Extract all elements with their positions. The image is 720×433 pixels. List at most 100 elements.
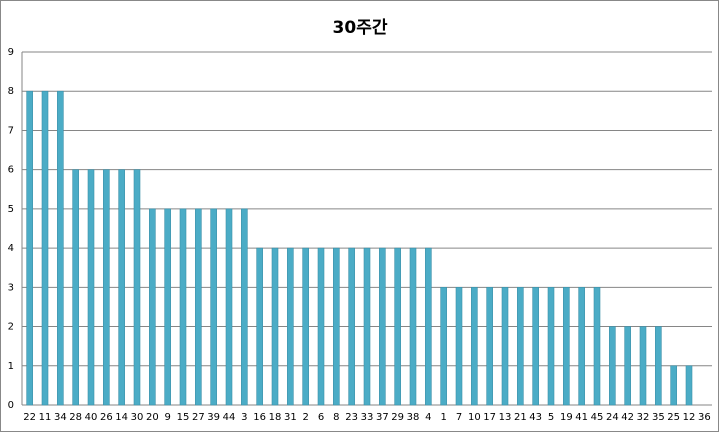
bar: [271, 247, 279, 406]
y-tick-label: 0: [8, 400, 14, 411]
x-tick-label: 8: [333, 412, 339, 423]
bar: [547, 287, 555, 406]
bar: [609, 326, 616, 406]
x-tick-label: 34: [54, 412, 67, 423]
y-tick-label: 1: [8, 361, 14, 372]
y-tick-label: 3: [8, 282, 14, 293]
bar: [317, 247, 325, 406]
bar: [241, 208, 248, 406]
x-tick-label: 23: [345, 412, 358, 423]
bar: [394, 247, 401, 406]
bar: [348, 247, 355, 406]
bar: [302, 247, 309, 406]
bar: [41, 90, 49, 406]
bar: [379, 247, 386, 406]
bar: [440, 287, 447, 406]
bar: [670, 365, 677, 406]
x-tick-label: 42: [621, 412, 634, 423]
x-tick-label: 6: [318, 412, 324, 423]
bar: [532, 287, 539, 406]
x-tick-label: 30: [131, 412, 144, 423]
x-tick-label: 32: [637, 412, 650, 423]
bar: [333, 247, 340, 406]
x-tick-label: 38: [407, 412, 420, 423]
x-tick-label: 3: [241, 412, 247, 423]
x-tick-label: 16: [253, 412, 266, 423]
bar: [179, 208, 187, 406]
bar: [363, 247, 371, 406]
x-tick-label: 39: [207, 412, 220, 423]
x-tick-label: 9: [164, 412, 170, 423]
x-tick-label: 44: [223, 412, 236, 423]
x-tick-label: 24: [606, 412, 619, 423]
x-tick-label: 5: [548, 412, 554, 423]
bar: [563, 287, 570, 406]
x-tick-label: 15: [177, 412, 190, 423]
bar: [486, 287, 493, 406]
bar: [425, 247, 432, 406]
chart-title: 30주간: [333, 18, 388, 38]
bar: [118, 169, 125, 406]
bar: [685, 365, 693, 406]
bar: [57, 90, 64, 406]
bar: [624, 326, 631, 406]
x-tick-label: 21: [514, 412, 527, 423]
x-tick-label: 2: [302, 412, 308, 423]
bar: [149, 208, 156, 406]
bar: [72, 169, 79, 406]
x-tick-label: 17: [483, 412, 496, 423]
bar: [87, 169, 95, 406]
bar: [103, 169, 110, 406]
x-tick-label: 36: [698, 412, 711, 423]
bar: [225, 208, 233, 406]
x-tick-label: 45: [591, 412, 604, 423]
bar: [455, 287, 463, 406]
x-tick-label: 43: [529, 412, 542, 423]
x-tick-label: 41: [575, 412, 588, 423]
bar: [256, 247, 263, 406]
bar: [578, 287, 585, 406]
bar: [26, 90, 33, 406]
x-tick-label: 25: [667, 412, 680, 423]
x-tick-label: 14: [115, 412, 128, 423]
x-tick-label: 29: [391, 412, 404, 423]
bar: [287, 247, 294, 406]
x-tick-label: 33: [361, 412, 374, 423]
x-tick-label: 31: [284, 412, 297, 423]
y-tick-label: 8: [8, 86, 14, 97]
bar: [501, 287, 509, 406]
bar: [409, 247, 417, 406]
x-tick-label: 27: [192, 412, 205, 423]
bar: [593, 287, 601, 406]
x-tick-label: 10: [468, 412, 481, 423]
x-tick-label: 28: [69, 412, 82, 423]
y-tick-label: 4: [8, 243, 14, 254]
x-tick-label: 40: [85, 412, 98, 423]
bar: [471, 287, 478, 406]
x-tick-label: 19: [560, 412, 573, 423]
y-tick-label: 7: [8, 125, 14, 136]
x-tick-label: 20: [146, 412, 159, 423]
x-tick-label: 7: [456, 412, 462, 423]
x-tick-label: 37: [376, 412, 389, 423]
x-tick-label: 35: [652, 412, 665, 423]
x-tick-label: 11: [39, 412, 52, 423]
bar: [210, 208, 217, 406]
y-tick-label: 9: [8, 47, 14, 58]
x-tick-label: 22: [23, 412, 36, 423]
bar: [164, 208, 171, 406]
x-tick-label: 18: [269, 412, 282, 423]
x-tick-label: 12: [683, 412, 696, 423]
bar: [655, 326, 662, 406]
x-tick-label: 26: [100, 412, 113, 423]
bar: [517, 287, 524, 406]
x-tick-label: 13: [499, 412, 512, 423]
bar: [639, 326, 647, 406]
x-tick-label: 4: [425, 412, 431, 423]
bar: [133, 169, 141, 406]
bar: [195, 208, 202, 406]
y-tick-label: 5: [8, 204, 14, 215]
x-tick-label: 1: [440, 412, 446, 423]
y-tick-label: 6: [8, 165, 14, 176]
